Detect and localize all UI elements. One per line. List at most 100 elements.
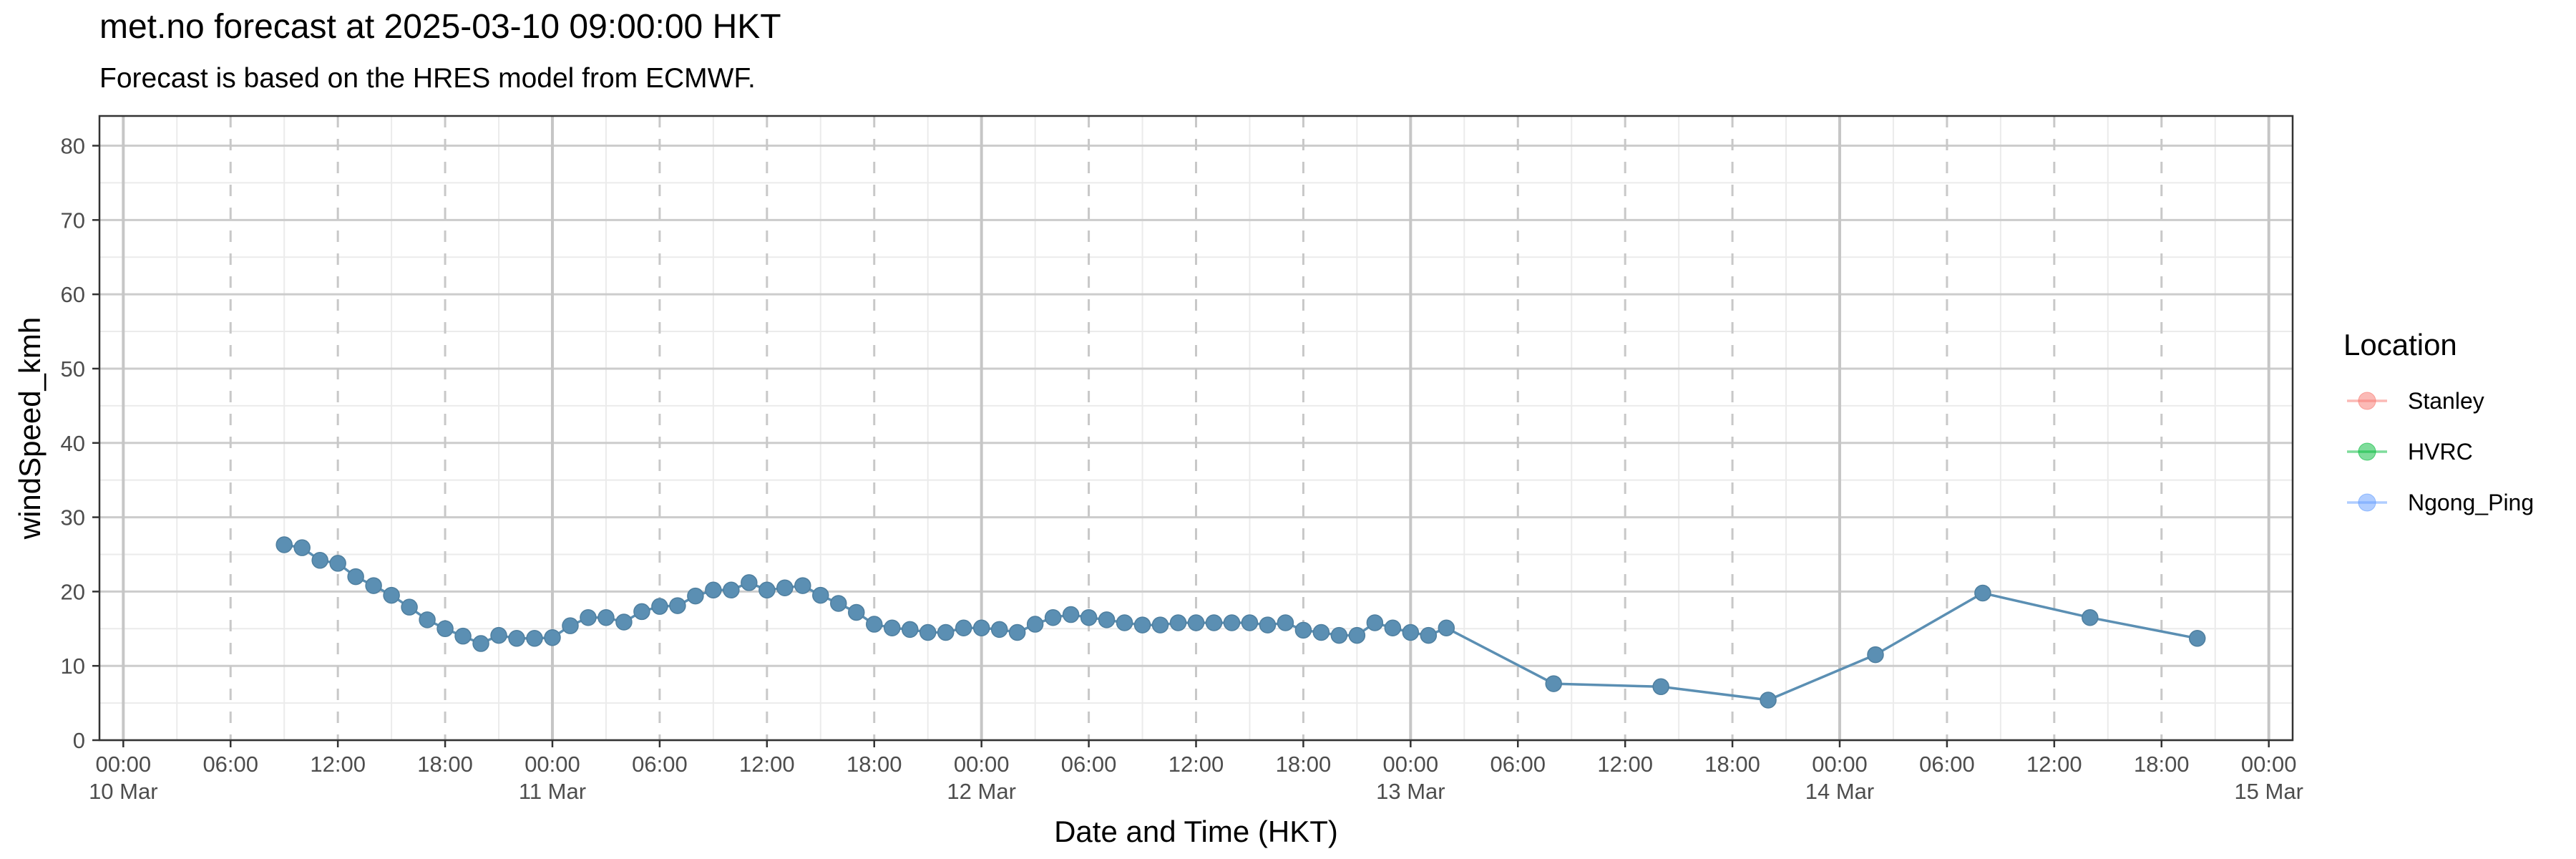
data-point: [1026, 616, 1044, 633]
data-point: [1652, 678, 1669, 696]
legend-title: Location: [2343, 328, 2457, 361]
legend-label: Stanley: [2408, 388, 2484, 414]
data-point: [1867, 646, 1884, 664]
data-point: [1366, 614, 1384, 631]
data-point: [1259, 616, 1277, 634]
x-tick-label: 18:00: [1704, 752, 1760, 777]
x-tick-label: 00:00: [96, 752, 152, 777]
data-point: [865, 616, 883, 633]
data-point: [812, 586, 829, 604]
data-point: [1098, 611, 1116, 629]
data-point: [454, 627, 472, 645]
data-point: [776, 579, 794, 596]
data-point: [669, 597, 686, 614]
data-point: [1312, 623, 1330, 641]
data-point: [436, 620, 454, 638]
data-point: [955, 619, 972, 636]
data-point: [615, 613, 633, 631]
x-axis-title: Date and Time (HKT): [1054, 815, 1338, 848]
y-tick-label: 20: [61, 579, 85, 604]
data-point: [311, 552, 328, 569]
data-point: [1044, 608, 1062, 626]
x-tick-label: 12:00: [1169, 752, 1224, 777]
data-point: [1277, 614, 1294, 631]
data-point: [972, 619, 990, 636]
data-point: [1402, 623, 1420, 641]
x-tick-date-label: 14 Mar: [1805, 779, 1874, 804]
data-point: [1062, 606, 1080, 623]
legend-key-point: [2358, 493, 2376, 512]
data-point: [651, 598, 668, 615]
data-point: [1187, 614, 1205, 631]
data-point: [1294, 621, 1312, 639]
plot-panel: [98, 115, 2294, 742]
legend-label: Ngong_Ping: [2408, 490, 2534, 515]
legend-entry-ngong_ping: Ngong_Ping: [2347, 490, 2534, 515]
y-tick-label: 10: [61, 654, 85, 679]
y-axis-title: windSpeed_kmh: [13, 317, 47, 540]
data-point: [526, 630, 543, 647]
data-point: [1545, 675, 1562, 692]
data-point: [937, 623, 955, 641]
data-point: [2188, 630, 2206, 647]
data-point: [990, 621, 1008, 639]
x-tick-date-label: 11 Mar: [519, 779, 586, 804]
legend-label: HVRC: [2408, 439, 2473, 465]
data-point: [472, 635, 489, 652]
x-tick-label: 06:00: [203, 752, 258, 777]
data-point: [1330, 626, 1348, 644]
x-tick-label: 18:00: [1276, 752, 1332, 777]
legend-entry-hvrc: HVRC: [2347, 439, 2473, 465]
y-tick-label: 30: [61, 505, 85, 530]
y-tick-label: 70: [61, 208, 85, 233]
data-point: [1116, 614, 1133, 631]
data-point: [293, 539, 311, 556]
x-tick-date-label: 10 Mar: [89, 779, 157, 804]
data-point: [508, 630, 525, 647]
data-point: [597, 608, 615, 626]
x-tick-date-label: 13 Mar: [1376, 779, 1445, 804]
x-tick-label: 12:00: [2026, 752, 2082, 777]
chart-title: met.no forecast at 2025-03-10 09:00:00 H…: [99, 8, 781, 46]
x-tick-label: 18:00: [417, 752, 473, 777]
x-tick-label: 00:00: [525, 752, 580, 777]
data-point: [919, 623, 937, 641]
data-point: [705, 581, 722, 599]
data-point: [1133, 616, 1151, 634]
data-point: [794, 577, 811, 594]
data-point: [901, 621, 919, 639]
y-tick-label: 50: [61, 356, 85, 382]
x-tick-date-label: 15 Mar: [2234, 779, 2303, 804]
legend: Location Stanley HVRC Ngong_Ping: [2343, 328, 2534, 515]
x-tick-label: 12:00: [310, 752, 366, 777]
x-tick-label: 06:00: [632, 752, 688, 777]
data-point: [830, 595, 847, 612]
data-point: [1438, 619, 1455, 636]
data-point: [723, 581, 740, 599]
x-tick-label: 06:00: [1061, 752, 1117, 777]
data-point: [883, 619, 901, 636]
x-tick-label: 00:00: [2241, 752, 2297, 777]
data-point: [1080, 608, 1098, 626]
y-tick-label: 40: [61, 431, 85, 456]
data-point: [1241, 614, 1259, 631]
y-axis: 0 10 20 30 40 50 60 70 80: [61, 134, 99, 753]
data-point: [1384, 619, 1402, 636]
data-point: [1151, 616, 1169, 634]
data-point: [1348, 626, 1366, 644]
data-point: [329, 555, 346, 572]
data-point: [758, 581, 776, 599]
data-point: [562, 617, 579, 634]
data-point: [1974, 584, 1991, 602]
data-point: [687, 587, 704, 605]
data-point: [1760, 691, 1777, 709]
y-tick-label: 60: [61, 282, 85, 307]
legend-key-point: [2358, 442, 2376, 461]
x-tick-label: 00:00: [1812, 752, 1868, 777]
x-tick-label: 06:00: [1490, 752, 1546, 777]
chart-subtitle: Forecast is based on the HRES model from…: [99, 63, 756, 94]
data-point: [1223, 614, 1241, 631]
data-point: [1169, 614, 1187, 631]
